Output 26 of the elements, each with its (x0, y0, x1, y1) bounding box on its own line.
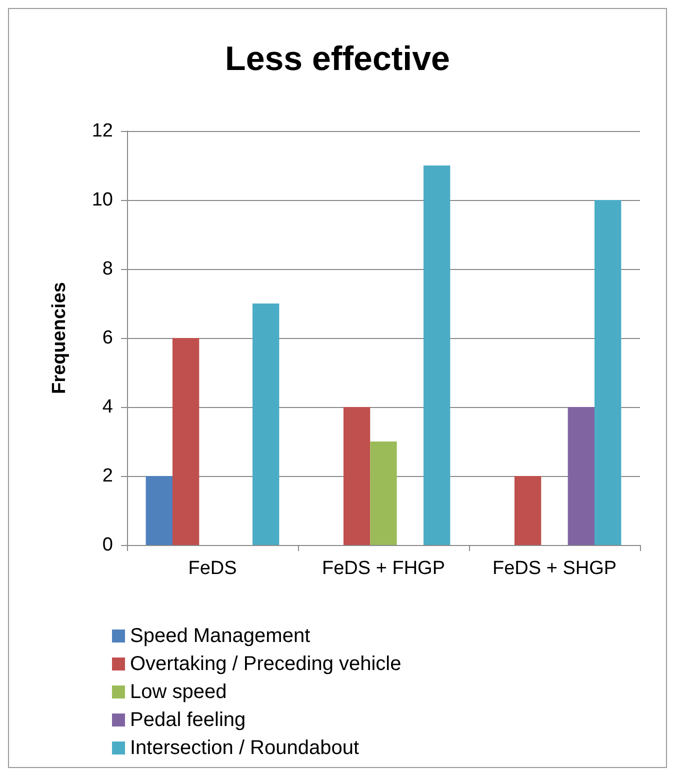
bar (424, 166, 450, 545)
bar (370, 442, 397, 545)
legend-label: Low speed (130, 681, 227, 703)
x-tick-label: FeDS + SHGP (492, 558, 617, 579)
y-tick-label: 4 (102, 396, 114, 418)
y-tick-label: 12 (92, 120, 113, 142)
bar (514, 476, 542, 545)
bar (252, 304, 280, 545)
legend-label: Intersection / Roundabout (130, 737, 360, 759)
bar (343, 407, 370, 545)
legend-label: Overtaking / Preceding vehicle (130, 653, 402, 675)
legend-label: Pedal feeling (130, 709, 246, 731)
bar (146, 476, 172, 545)
chart-title: Less effective (225, 40, 450, 78)
bar (594, 200, 622, 545)
y-tick-label: 8 (102, 258, 113, 280)
y-tick-label: 6 (102, 328, 113, 348)
bar (568, 407, 595, 545)
legend-label: Speed Management (130, 625, 311, 647)
y-tick-label: 10 (92, 190, 113, 210)
y-tick-label: 0 (102, 534, 113, 556)
y-tick-label: 2 (102, 466, 113, 486)
x-tick-label: FeDS (188, 558, 237, 579)
x-tick-label: FeDS + FHGP (322, 558, 445, 579)
y-axis-title: Frequencies (49, 282, 70, 394)
bar (172, 338, 200, 545)
